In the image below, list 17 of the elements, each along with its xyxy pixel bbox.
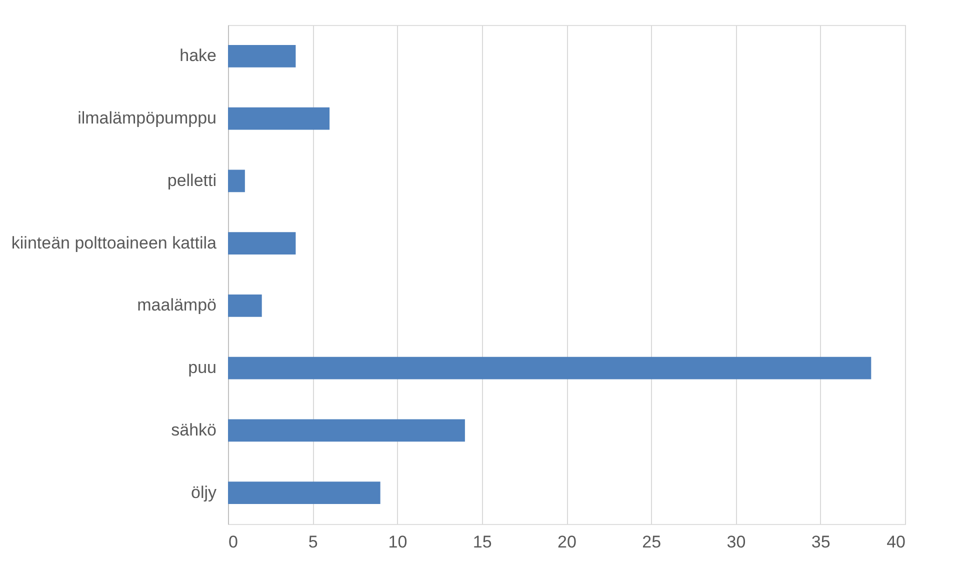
y-tick-label: hake bbox=[180, 46, 216, 66]
y-tick-label: sähkö bbox=[171, 420, 216, 440]
y-tick-label: kiinteän polttoaineen kattila bbox=[11, 233, 218, 252]
x-tick-label: 0 bbox=[228, 532, 238, 552]
y-tick-label: pelletti bbox=[167, 170, 216, 190]
x-tick-label: 40 bbox=[886, 532, 906, 552]
x-tick-label: 25 bbox=[642, 532, 662, 552]
x-tick-label: 10 bbox=[388, 532, 408, 552]
x-tick-label: 15 bbox=[472, 532, 492, 552]
x-tick-label: 30 bbox=[726, 532, 746, 552]
x-tick-label: 35 bbox=[811, 532, 830, 552]
y-tick-label: öljy bbox=[190, 482, 217, 502]
x-tick-label: 20 bbox=[558, 532, 576, 552]
y-tick-label: puu bbox=[188, 358, 216, 378]
x-tick-label: 5 bbox=[308, 532, 318, 552]
y-tick-label: maalämpö bbox=[137, 296, 216, 315]
y-tick-label: ilmalämpöpumppu bbox=[78, 108, 216, 128]
